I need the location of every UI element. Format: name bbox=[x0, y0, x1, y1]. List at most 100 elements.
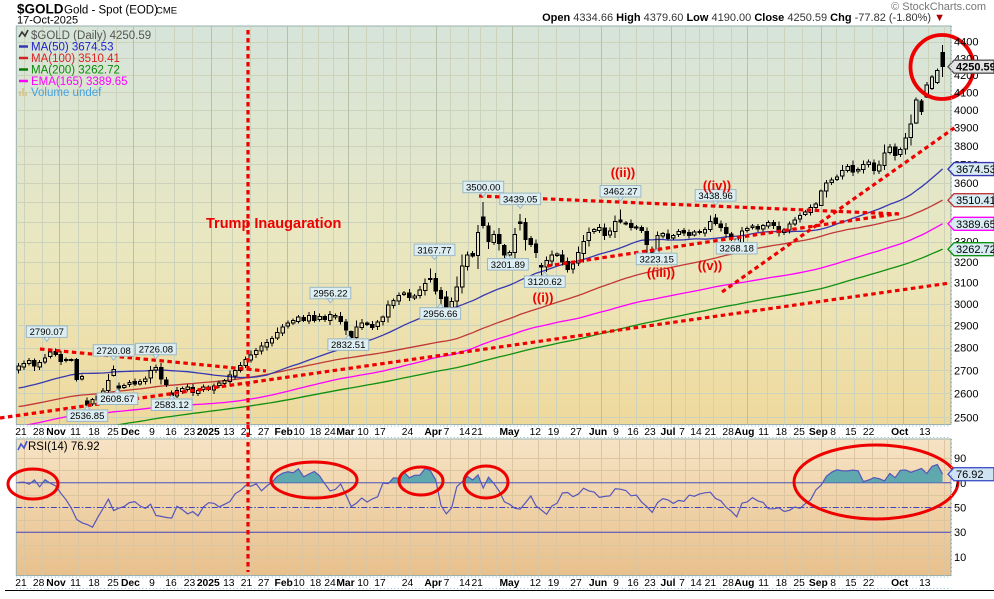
svg-text:10: 10 bbox=[293, 427, 305, 438]
svg-text:9: 9 bbox=[149, 427, 155, 438]
svg-text:2956.22: 2956.22 bbox=[313, 289, 347, 300]
svg-text:3674.53: 3674.53 bbox=[956, 164, 994, 176]
svg-text:2536.85: 2536.85 bbox=[70, 411, 104, 422]
svg-text:50: 50 bbox=[954, 503, 966, 515]
svg-text:© StockCharts.com: © StockCharts.com bbox=[891, 1, 986, 13]
svg-text:16: 16 bbox=[627, 578, 639, 589]
svg-text:30: 30 bbox=[954, 527, 966, 539]
svg-text:2720.08: 2720.08 bbox=[96, 346, 130, 357]
svg-text:Jun: Jun bbox=[589, 578, 607, 589]
svg-text:17-Oct-2025: 17-Oct-2025 bbox=[17, 15, 78, 27]
svg-text:2900: 2900 bbox=[954, 321, 978, 333]
svg-text:28: 28 bbox=[33, 427, 45, 438]
svg-text:19: 19 bbox=[548, 578, 560, 589]
svg-text:3389.65: 3389.65 bbox=[956, 219, 994, 231]
svg-text:10: 10 bbox=[357, 427, 369, 438]
svg-text:Nov: Nov bbox=[46, 578, 66, 589]
svg-text:4000: 4000 bbox=[954, 105, 978, 117]
svg-text:28: 28 bbox=[33, 578, 45, 589]
svg-text:Dec: Dec bbox=[121, 578, 140, 589]
svg-text:2500: 2500 bbox=[954, 412, 978, 424]
svg-text:2726.08: 2726.08 bbox=[139, 345, 173, 356]
svg-text:Sep: Sep bbox=[809, 427, 828, 438]
svg-text:23: 23 bbox=[644, 427, 656, 438]
svg-text:3201.89: 3201.89 bbox=[491, 260, 525, 271]
svg-text:3600: 3600 bbox=[954, 178, 978, 190]
svg-text:3200: 3200 bbox=[954, 257, 978, 269]
svg-text:9: 9 bbox=[613, 578, 619, 589]
svg-text:23: 23 bbox=[184, 578, 196, 589]
svg-text:Volume undef: Volume undef bbox=[31, 87, 102, 99]
svg-text:27: 27 bbox=[258, 427, 270, 438]
svg-text:12: 12 bbox=[530, 427, 542, 438]
svg-text:24: 24 bbox=[324, 427, 336, 438]
svg-text:May: May bbox=[499, 578, 519, 589]
svg-text:Apr: Apr bbox=[424, 427, 442, 438]
svg-text:3500.00: 3500.00 bbox=[466, 182, 500, 193]
svg-text:3510.41: 3510.41 bbox=[956, 195, 994, 207]
svg-text:18: 18 bbox=[310, 427, 322, 438]
svg-text:4100: 4100 bbox=[954, 88, 978, 100]
svg-text:3262.72: 3262.72 bbox=[956, 244, 994, 256]
svg-text:14: 14 bbox=[690, 427, 702, 438]
svg-text:21: 21 bbox=[471, 427, 483, 438]
svg-text:3120.62: 3120.62 bbox=[528, 277, 562, 288]
svg-text:21: 21 bbox=[241, 578, 253, 589]
svg-text:22: 22 bbox=[863, 427, 875, 438]
svg-text:7: 7 bbox=[444, 578, 450, 589]
svg-text:2800: 2800 bbox=[954, 343, 978, 355]
svg-text:18: 18 bbox=[310, 578, 322, 589]
svg-text:Mar: Mar bbox=[336, 427, 354, 438]
svg-text:14: 14 bbox=[459, 578, 471, 589]
svg-text:Jul: Jul bbox=[661, 578, 676, 589]
svg-text:24: 24 bbox=[324, 578, 336, 589]
svg-text:23: 23 bbox=[644, 578, 656, 589]
svg-text:13: 13 bbox=[919, 578, 931, 589]
svg-text:((v)): ((v)) bbox=[698, 258, 723, 273]
svg-text:8: 8 bbox=[830, 578, 836, 589]
svg-text:21: 21 bbox=[705, 578, 717, 589]
svg-text:2832.51: 2832.51 bbox=[331, 340, 365, 351]
svg-text:19: 19 bbox=[548, 427, 560, 438]
svg-text:15: 15 bbox=[845, 427, 857, 438]
svg-text:EMA(165) 3389.65: EMA(165) 3389.65 bbox=[31, 76, 128, 88]
svg-text:25: 25 bbox=[107, 427, 119, 438]
svg-text:MA(100) 3510.41: MA(100) 3510.41 bbox=[31, 53, 120, 65]
svg-text:Feb: Feb bbox=[275, 427, 293, 438]
svg-text:22: 22 bbox=[863, 578, 875, 589]
svg-text:11: 11 bbox=[758, 427, 769, 438]
svg-text:18: 18 bbox=[88, 578, 100, 589]
svg-text:3439.05: 3439.05 bbox=[503, 194, 537, 205]
svg-text:2700: 2700 bbox=[954, 365, 978, 377]
svg-text:3268.18: 3268.18 bbox=[720, 244, 754, 255]
svg-text:3100: 3100 bbox=[954, 278, 978, 290]
svg-text:4400: 4400 bbox=[954, 37, 978, 49]
svg-text:23: 23 bbox=[184, 427, 196, 438]
svg-text:14: 14 bbox=[459, 427, 471, 438]
svg-text:12: 12 bbox=[530, 578, 542, 589]
svg-text:10: 10 bbox=[954, 552, 966, 564]
svg-text:Jul: Jul bbox=[661, 427, 676, 438]
svg-text:11: 11 bbox=[70, 578, 81, 589]
svg-text:Dec: Dec bbox=[121, 427, 140, 438]
svg-text:((i)): ((i)) bbox=[533, 290, 554, 305]
svg-text:3438.96: 3438.96 bbox=[698, 191, 732, 202]
svg-text:28: 28 bbox=[722, 427, 734, 438]
svg-text:Sep: Sep bbox=[809, 578, 828, 589]
svg-text:2025: 2025 bbox=[197, 427, 220, 438]
svg-text:3223.15: 3223.15 bbox=[640, 254, 674, 265]
svg-text:27: 27 bbox=[570, 427, 582, 438]
svg-text:76.92: 76.92 bbox=[956, 469, 984, 481]
svg-text:2583.12: 2583.12 bbox=[155, 400, 189, 411]
svg-text:2025: 2025 bbox=[197, 578, 220, 589]
svg-text:21: 21 bbox=[15, 578, 27, 589]
svg-text:Mar: Mar bbox=[336, 578, 354, 589]
svg-text:Gold - Spot (EOD): Gold - Spot (EOD) bbox=[64, 5, 158, 17]
svg-text:Aug: Aug bbox=[734, 578, 754, 589]
svg-text:Open 4334.66 High 4379.60 Low: Open 4334.66 High 4379.60 Low 4190.00 Cl… bbox=[542, 12, 945, 24]
svg-text:25: 25 bbox=[793, 578, 805, 589]
svg-text:2790.07: 2790.07 bbox=[30, 327, 64, 338]
svg-text:7: 7 bbox=[679, 427, 685, 438]
svg-text:$GOLD (Daily) 4250.59: $GOLD (Daily) 4250.59 bbox=[31, 30, 151, 42]
svg-text:7: 7 bbox=[679, 578, 685, 589]
